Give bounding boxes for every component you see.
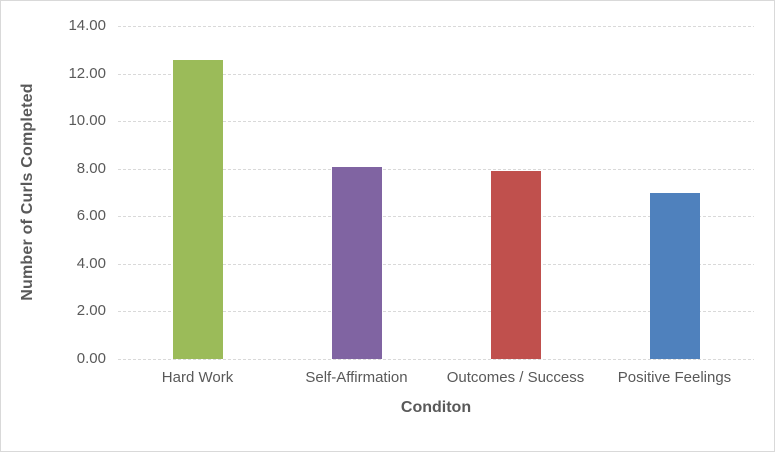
y-tick-label: 14.00 — [68, 17, 106, 34]
gridline — [118, 168, 754, 170]
gridline — [118, 263, 754, 265]
y-tick-label: 4.00 — [76, 254, 106, 272]
category-label: Positive Feelings — [617, 369, 732, 386]
category-label: Hard Work — [161, 369, 234, 386]
gridline — [118, 216, 754, 218]
plot-area — [118, 26, 754, 360]
gridline — [118, 26, 754, 27]
category-label: Outcomes / Success — [446, 369, 585, 386]
y-tick-label: 6.00 — [76, 207, 106, 225]
y-tick-label: 2.00 — [76, 302, 106, 320]
bar-hard-work — [172, 60, 223, 359]
gridline — [118, 73, 754, 75]
category-label: Self-Affirmation — [305, 369, 408, 386]
gridline — [118, 359, 754, 360]
y-tick-label: 0.00 — [76, 350, 106, 367]
y-tick-label: 12.00 — [68, 64, 106, 82]
bar-positive-feelings — [649, 193, 700, 359]
bar-self-affirmation — [331, 167, 382, 359]
bar-outcomes-success — [490, 171, 541, 359]
x-axis-title: Conditon — [400, 399, 472, 416]
gridline — [118, 121, 754, 123]
gridline — [118, 311, 754, 313]
y-tick-label: 10.00 — [68, 112, 106, 130]
y-tick-label: 8.00 — [76, 159, 106, 177]
